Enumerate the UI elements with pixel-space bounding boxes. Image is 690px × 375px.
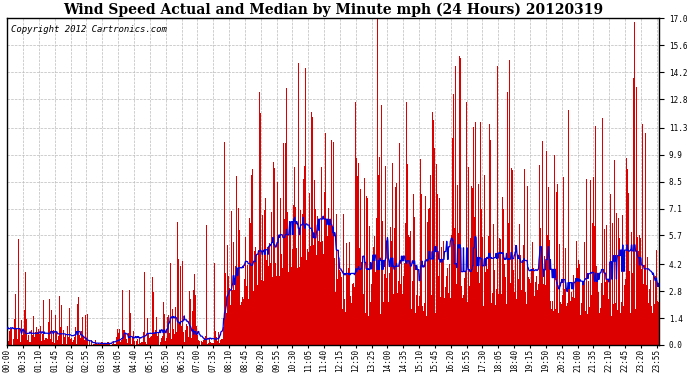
Text: Copyright 2012 Cartronics.com: Copyright 2012 Cartronics.com [10,25,166,34]
Title: Wind Speed Actual and Median by Minute mph (24 Hours) 20120319: Wind Speed Actual and Median by Minute m… [63,3,603,17]
